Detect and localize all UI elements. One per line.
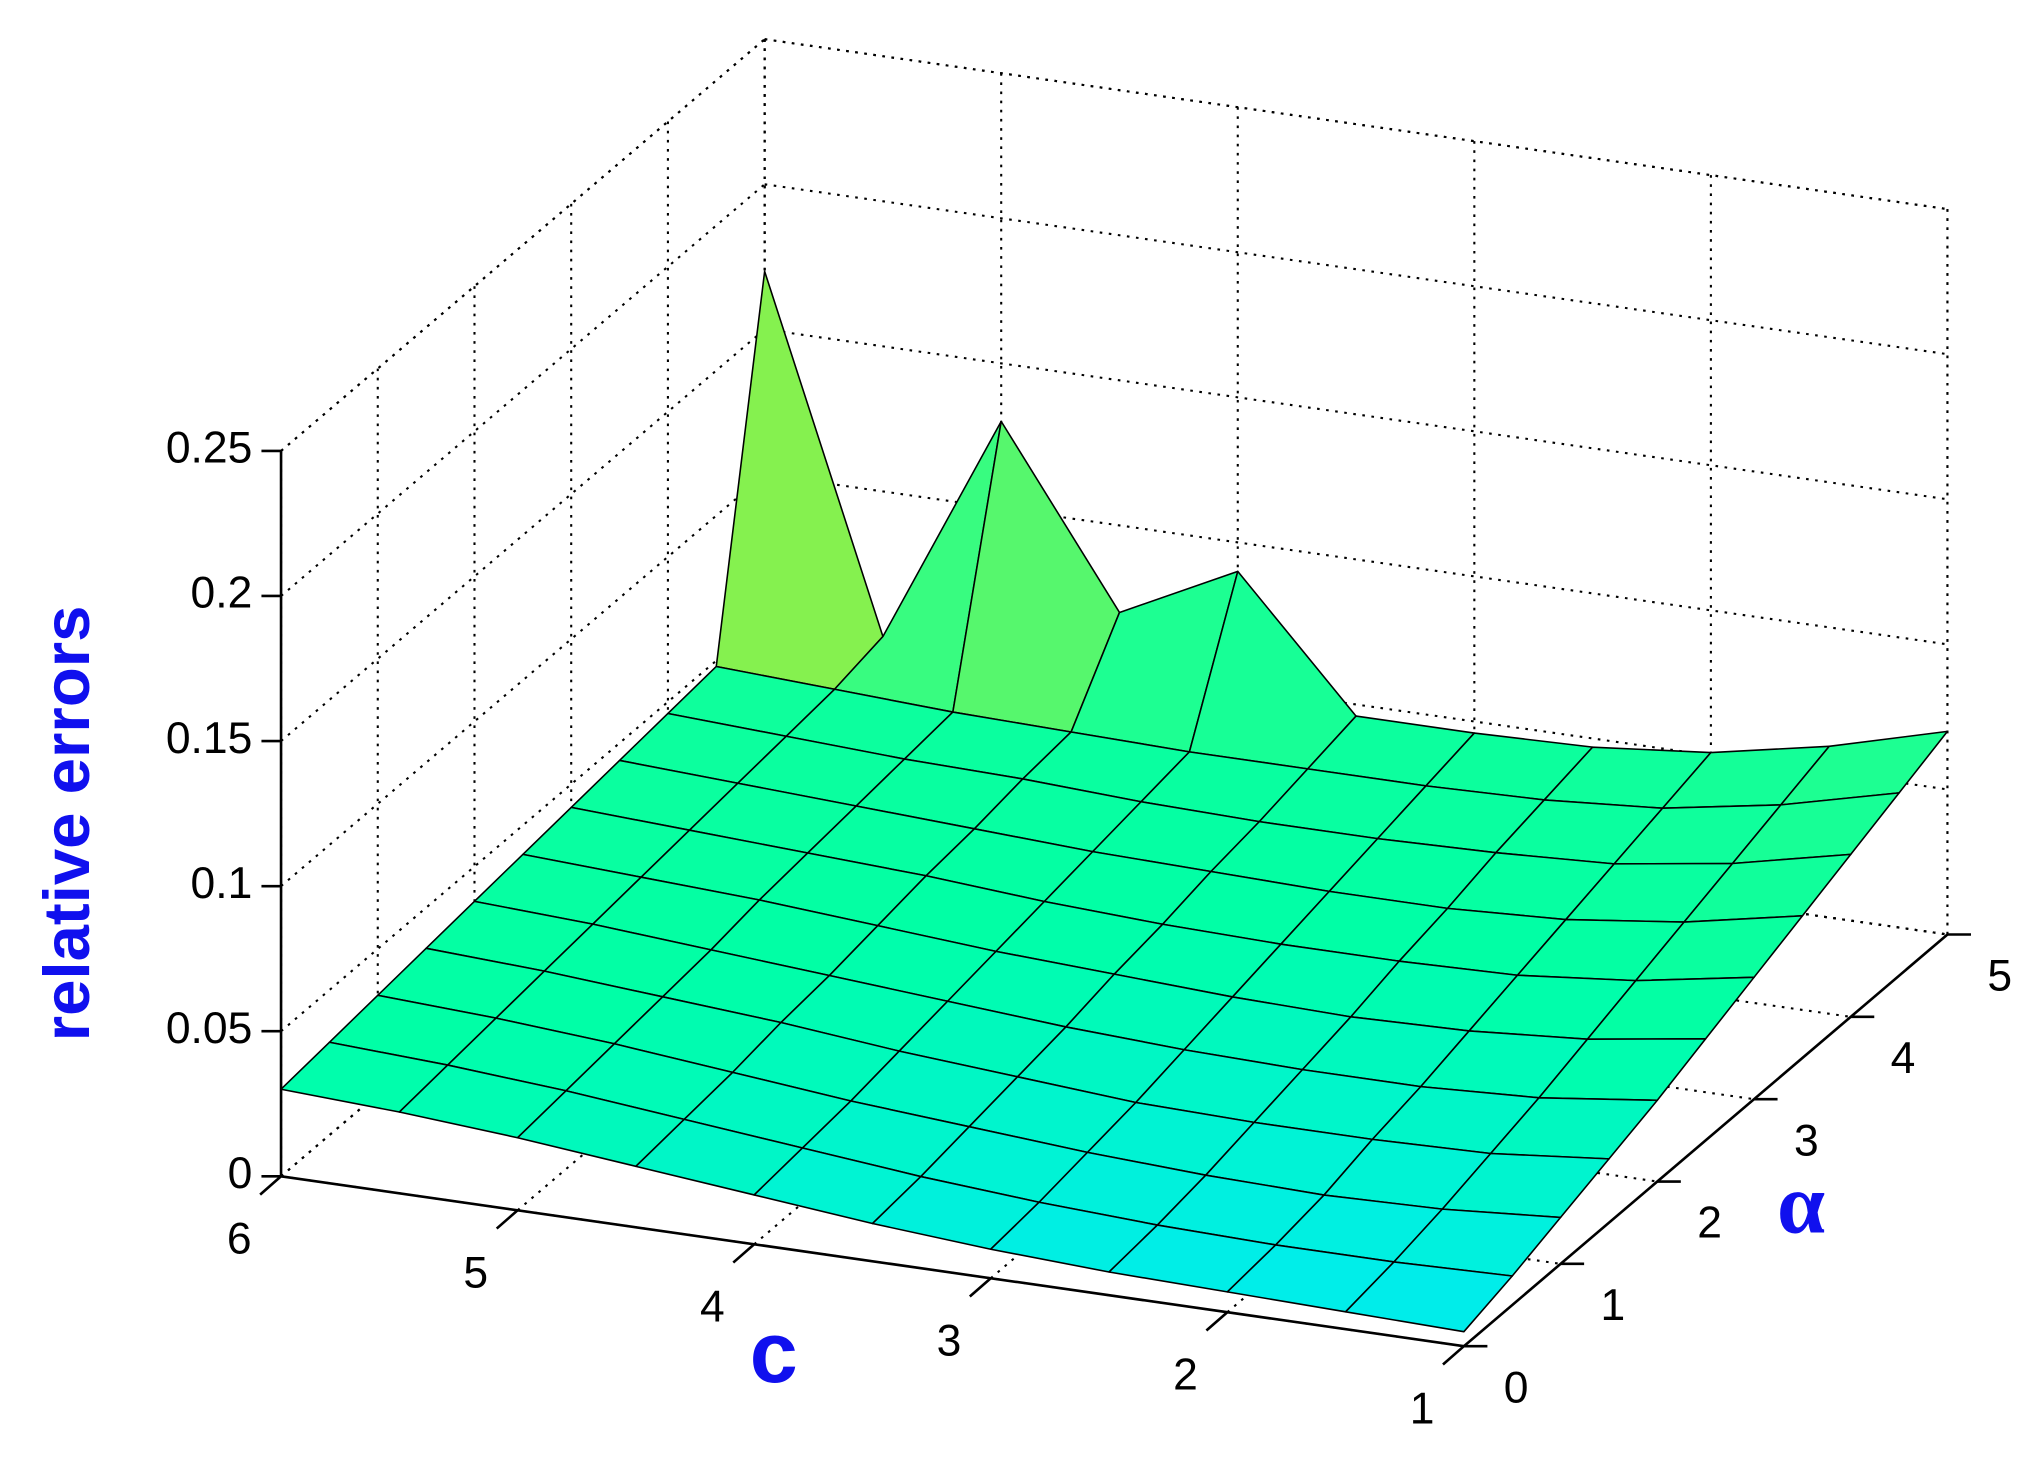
x-tick — [259, 1175, 282, 1196]
x-tick-label: 4 — [700, 1282, 725, 1331]
x-tick-label: 3 — [937, 1316, 962, 1365]
y-tick-label: 0 — [1504, 1363, 1529, 1412]
x-tick — [1205, 1311, 1229, 1332]
grid-line — [764, 183, 1948, 356]
z-tick-label: 0.15 — [166, 714, 252, 763]
surface-patch — [1344, 1261, 1514, 1333]
x-axis-label: c — [750, 1305, 798, 1401]
x-tick-label: 2 — [1173, 1350, 1198, 1399]
y-axis — [1463, 933, 1949, 1348]
z-tick-label: 0.25 — [166, 424, 252, 473]
y-tick-label: 1 — [1601, 1281, 1626, 1330]
x-tick-label: 5 — [463, 1248, 488, 1297]
x-tick-label: 1 — [1410, 1384, 1435, 1433]
y-tick-label: 2 — [1697, 1199, 1722, 1248]
z-axis-label: relative errors — [30, 605, 103, 1041]
y-tick-label: 4 — [1891, 1034, 1916, 1083]
y-tick-label: 3 — [1794, 1116, 1819, 1165]
x-tick-label: 6 — [227, 1214, 252, 1263]
x-tick — [1442, 1345, 1465, 1366]
y-tick-label: 5 — [1987, 952, 2012, 1001]
y-axis-label: α — [1777, 1156, 1825, 1252]
z-tick-label: 0.1 — [191, 859, 253, 908]
surface-patch — [715, 270, 884, 691]
z-tick-label: 0.05 — [166, 1004, 252, 1053]
z-tick-label: 0 — [228, 1149, 253, 1198]
x-tick — [495, 1209, 519, 1230]
z-tick-label: 0.2 — [191, 569, 253, 618]
x-tick — [968, 1277, 992, 1298]
x-axis — [280, 1174, 1465, 1348]
grid-line — [764, 38, 1948, 211]
grid-line — [764, 328, 1948, 501]
x-tick — [732, 1243, 756, 1264]
